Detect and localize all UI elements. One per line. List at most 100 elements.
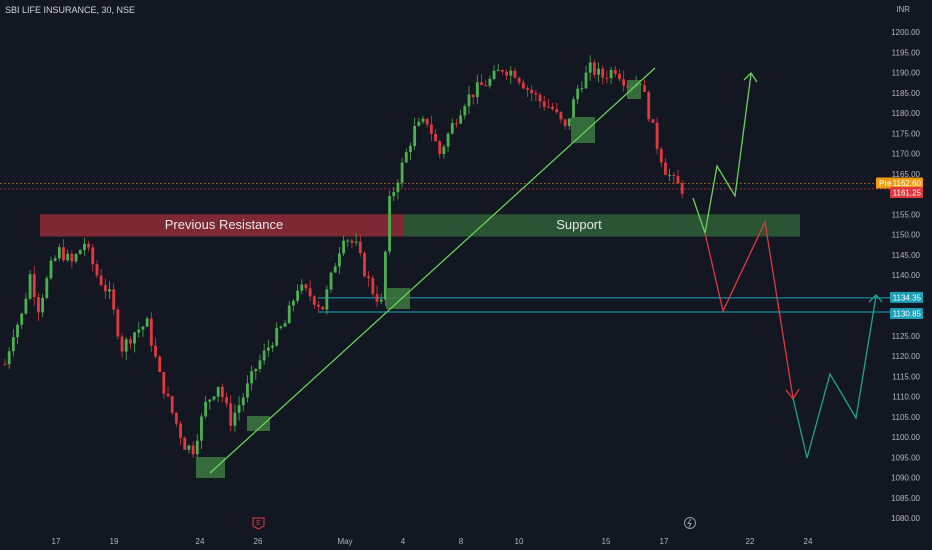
candle-body	[304, 284, 308, 289]
candle-body	[542, 101, 546, 107]
candle-body	[547, 106, 550, 108]
dividend-lightning-icon[interactable]	[684, 517, 696, 529]
candle-body	[3, 364, 7, 366]
candle-body	[555, 108, 559, 113]
last-price-tag-bg	[890, 186, 923, 198]
candle-body	[463, 106, 467, 116]
candle-body	[597, 68, 600, 75]
candle-body	[509, 70, 513, 76]
candle-body	[237, 405, 241, 413]
candle-body	[283, 323, 287, 327]
candle-body	[647, 92, 651, 120]
price-axis[interactable]: 1200.00 1195.00 1190.00 1185.00 1180.00 1175.…	[891, 28, 920, 523]
candle-body	[329, 272, 333, 290]
time-tick-label: 17	[52, 537, 61, 546]
candle-body	[16, 324, 19, 338]
earnings-icon-glyph: E	[256, 520, 261, 527]
candle-body	[383, 251, 387, 300]
candle-body	[45, 278, 49, 298]
candle-body	[187, 445, 191, 450]
candle-body	[379, 299, 383, 302]
price-tick-label: 1100.00	[892, 433, 921, 442]
candle-body	[32, 274, 36, 298]
candle-body	[563, 119, 567, 126]
candle-body	[166, 393, 170, 397]
bearish-projection	[704, 219, 794, 399]
candle-body	[220, 386, 224, 398]
candle-body	[580, 88, 584, 90]
time-tick-label: 22	[746, 537, 755, 546]
candle-body	[317, 304, 320, 307]
candle-body	[183, 437, 187, 450]
candle-body	[396, 182, 400, 193]
price-tick-label: 1185.00	[892, 89, 921, 98]
resistance-zone	[40, 214, 403, 237]
candle-body	[492, 70, 496, 79]
candle-body	[112, 289, 116, 310]
candle-body	[62, 247, 65, 261]
candle-body	[434, 133, 437, 142]
time-tick-label: 26	[254, 537, 263, 546]
candle-body	[605, 77, 609, 79]
candle-body	[429, 124, 433, 134]
candle-body	[480, 82, 483, 86]
candle-body	[99, 275, 103, 286]
candle-body	[551, 106, 554, 109]
candle-body	[530, 89, 534, 94]
candle-body	[49, 260, 53, 279]
candle-body	[7, 351, 11, 365]
candle-body	[108, 289, 111, 292]
candle-body	[325, 289, 329, 310]
candle-body	[375, 294, 379, 302]
candle-body	[145, 318, 149, 327]
price-tick-label: 1095.00	[891, 453, 920, 462]
drawings-layer[interactable]	[209, 67, 883, 474]
candle-body	[241, 397, 245, 406]
candle-body	[233, 412, 237, 426]
price-tick-label: 1115.00	[892, 372, 920, 381]
event-markers[interactable]: E	[252, 517, 696, 530]
price-tick-label: 1125.00	[892, 332, 921, 341]
candle-body	[651, 119, 655, 123]
candle-body	[200, 416, 203, 441]
price-tick-label: 1155.00	[892, 210, 921, 219]
candle-body	[179, 423, 182, 438]
level-lower-tag-bg	[890, 308, 923, 320]
candle-body	[668, 174, 672, 176]
candle-body	[216, 386, 220, 397]
candle-body	[442, 146, 446, 154]
symbol-title[interactable]: SBI LIFE INSURANCE, 30, NSE	[5, 5, 136, 15]
pre-tag-label: Pre	[879, 179, 892, 188]
candle-body	[438, 141, 442, 154]
candle-body	[174, 412, 178, 424]
pre-tag-bg	[876, 177, 923, 189]
trendline	[209, 67, 656, 474]
candle-body	[496, 70, 500, 72]
candle-body	[141, 326, 145, 330]
candle-body	[95, 264, 99, 276]
candles-layer	[3, 55, 684, 459]
candle-body	[137, 329, 141, 333]
candle-body	[367, 276, 371, 279]
earnings-e-icon[interactable]: E	[252, 517, 265, 530]
price-tick-label: 1080.00	[891, 514, 920, 523]
last-price-tag-text: 1161.25	[893, 188, 922, 197]
candle-body	[338, 253, 341, 267]
candle-body	[622, 79, 626, 86]
candle-body	[517, 77, 521, 83]
candle-body	[133, 332, 136, 344]
candle-body	[24, 298, 28, 314]
candle-body	[129, 339, 132, 344]
time-axis[interactable]: 17 19 24 26 May 4 8 10 15 17 22 24	[52, 537, 813, 546]
candle-body	[208, 399, 212, 402]
candle-body	[162, 371, 166, 394]
candle-body	[41, 297, 45, 313]
candle-body	[154, 345, 157, 357]
highlight-box	[627, 80, 641, 99]
candle-body	[333, 266, 337, 273]
candle-body	[659, 148, 663, 163]
candle-body	[676, 176, 680, 184]
candle-body	[576, 88, 580, 100]
